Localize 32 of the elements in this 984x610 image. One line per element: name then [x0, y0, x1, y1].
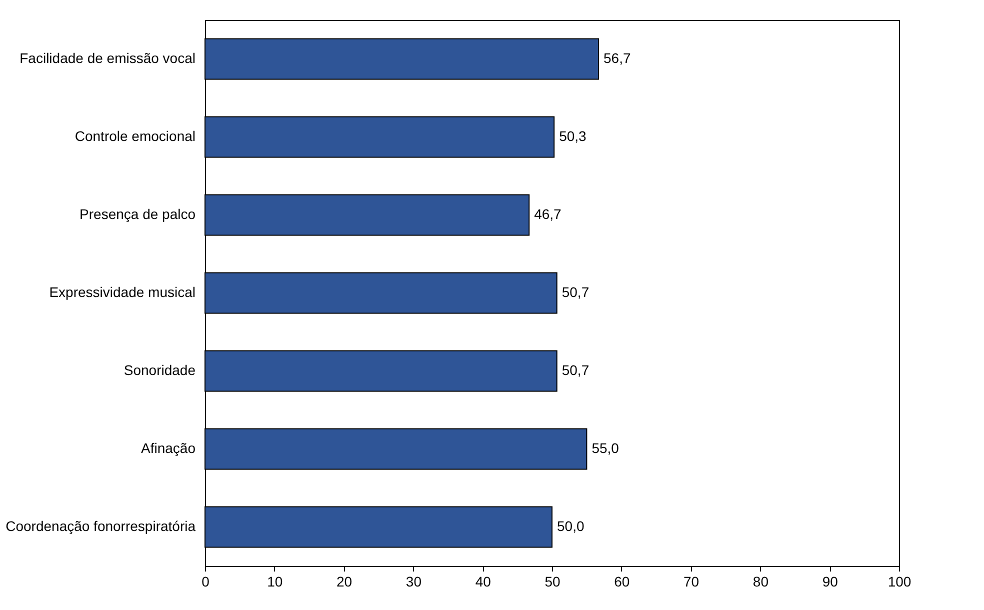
- bar: [204, 116, 555, 158]
- data-label: 50,7: [562, 284, 590, 300]
- x-tick-label: 60: [614, 574, 630, 590]
- y-tick-label: Presença de palco: [80, 206, 196, 222]
- data-label: 50,3: [559, 128, 587, 144]
- bar: [204, 506, 552, 548]
- x-tick-label: 10: [267, 574, 283, 590]
- x-tick-label: 100: [888, 574, 912, 590]
- x-tick-label: 80: [752, 574, 769, 590]
- x-tick-label: 40: [475, 574, 492, 590]
- y-tick-label: Afinação: [141, 440, 196, 456]
- x-tick-label: 20: [336, 574, 352, 590]
- bar: [204, 272, 558, 314]
- x-tick-label: 70: [684, 574, 700, 590]
- x-tick-label: 30: [406, 574, 422, 590]
- bar: [204, 194, 530, 236]
- data-label: 46,7: [534, 206, 562, 222]
- x-tick-label: 90: [822, 574, 838, 590]
- y-tick-label: Coordenação fonorrespiratória: [6, 518, 196, 534]
- y-tick-label: Expressividade musical: [49, 284, 196, 300]
- x-tick-label: 0: [202, 574, 210, 590]
- y-tick-label: Facilidade de emissão vocal: [20, 50, 196, 66]
- data-label: 55,0: [592, 440, 620, 456]
- x-tick-label: 50: [544, 574, 560, 590]
- data-label: 50,0: [557, 518, 584, 534]
- y-tick-label: Controle emocional: [74, 128, 196, 144]
- data-label: 56,7: [604, 50, 631, 66]
- bar: [204, 38, 599, 80]
- data-label: 50,7: [562, 362, 590, 378]
- y-tick-label: Sonoridade: [124, 362, 196, 378]
- bar: [204, 350, 558, 392]
- bar: [204, 428, 588, 470]
